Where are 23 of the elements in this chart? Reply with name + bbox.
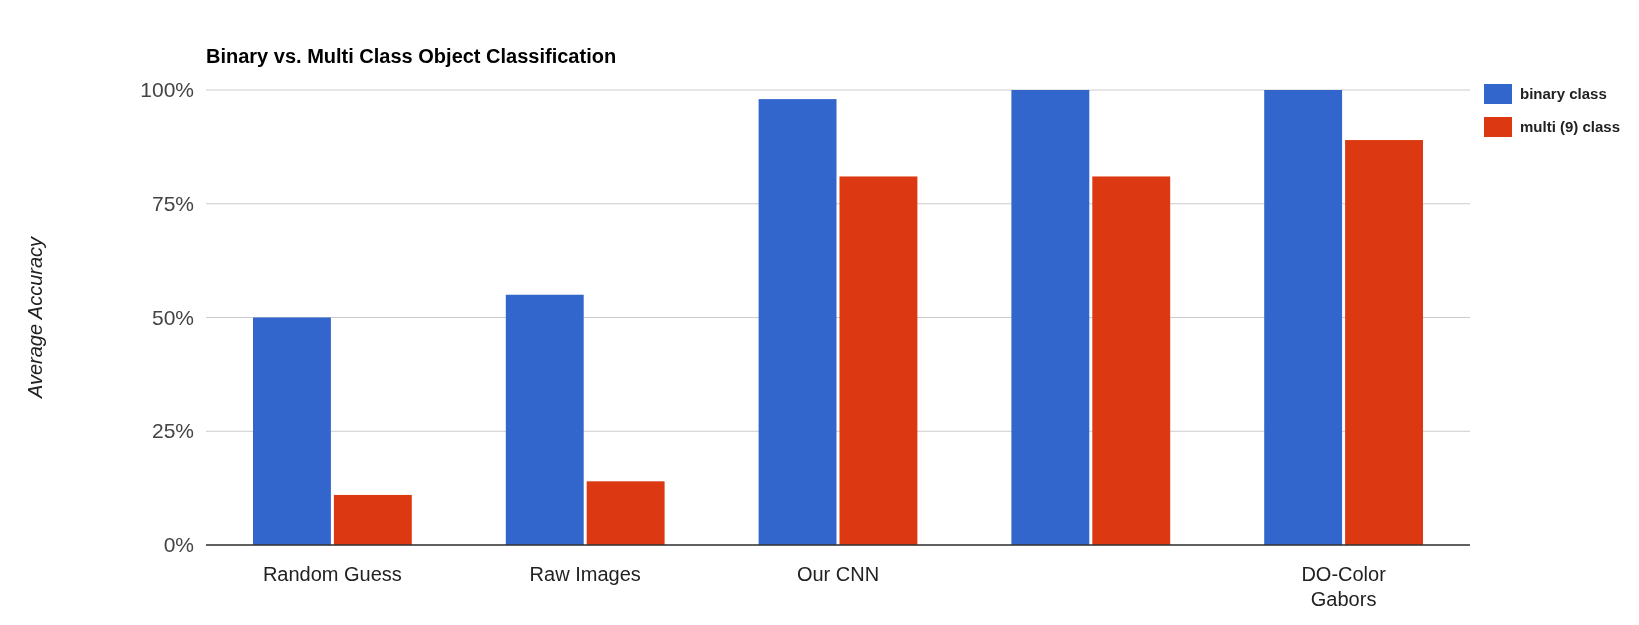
bar [505,294,584,545]
x-tick-label: Raw Images [529,563,641,586]
bar [758,99,837,545]
legend-label: multi (9) class [1520,118,1621,135]
bar [1092,176,1171,545]
bar [333,494,412,545]
bar [253,317,331,545]
y-axis-title: Average Accuracy [24,235,46,400]
y-tick-label: 0% [163,533,194,557]
bar [1264,90,1343,545]
bar [839,176,918,545]
bar [1011,90,1090,545]
chart-title: Binary vs. Multi Class Object Classification [206,45,617,67]
bar [1345,140,1423,545]
y-tick-label: 75% [151,191,194,215]
x-tick-label: Our CNN [796,563,880,586]
bar [586,481,665,545]
x-tick-label: DO-Color Gabors [1301,563,1387,611]
y-tick-label: 100% [140,78,194,102]
y-tick-label: 25% [151,419,194,443]
y-tick-label: 50% [151,305,194,329]
legend-label: binary class [1520,85,1607,102]
x-tick-label: Random Guess [262,563,402,586]
